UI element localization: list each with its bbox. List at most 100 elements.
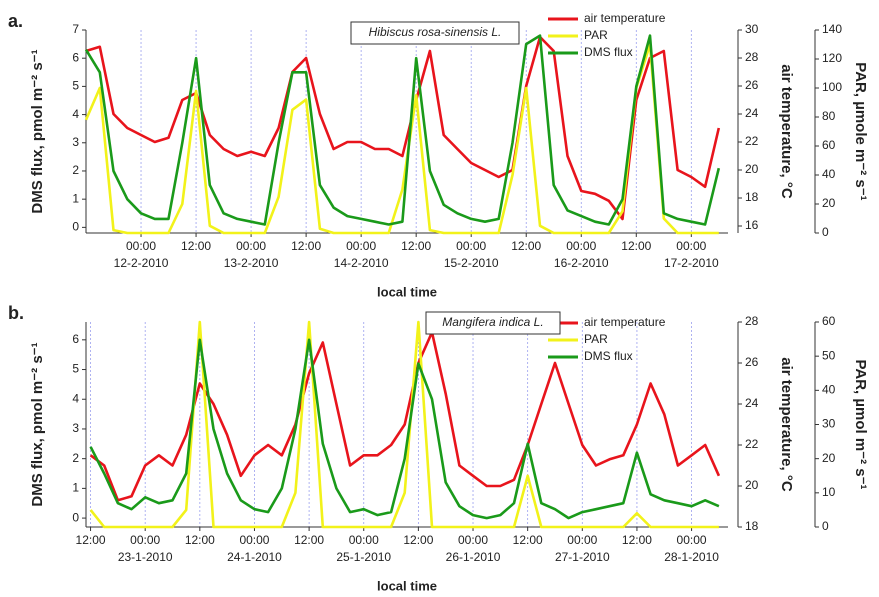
y2-tick-label: 20 <box>745 162 759 176</box>
y2-tick-label: 16 <box>745 218 759 232</box>
y3-tick-label: 0 <box>822 225 829 239</box>
x-date-label: 26-1-2010 <box>446 550 501 564</box>
series-line <box>84 43 719 235</box>
y2-tick-label: 18 <box>745 519 759 533</box>
x-axis-title: local time <box>377 284 437 299</box>
x-date-label: 27-1-2010 <box>555 550 610 564</box>
x-tick-label: 12:00 <box>403 533 433 547</box>
y-tick-label: 1 <box>72 481 79 495</box>
x-date-label: 25-1-2010 <box>336 550 391 564</box>
x-date-label: 17-2-2010 <box>664 256 719 270</box>
y3-tick-label: 100 <box>822 80 842 94</box>
x-tick-label: 00:00 <box>676 239 706 253</box>
y3-tick-label: 50 <box>822 348 836 362</box>
y3-tick-label: 20 <box>822 451 836 465</box>
y-tick-label: 1 <box>72 191 79 205</box>
y2-tick-label: 20 <box>745 478 759 492</box>
annotation-box <box>350 21 520 45</box>
y2-tick-label: 26 <box>745 355 759 369</box>
y3-axis-title: PAR, µmol m⁻² s⁻¹ <box>852 359 869 489</box>
x-tick-label: 12:00 <box>76 533 106 547</box>
y3-tick-label: 0 <box>822 519 829 533</box>
legend-label: DMS flux <box>584 45 633 59</box>
y3-tick-label: 20 <box>822 196 836 210</box>
x-tick-label: 00:00 <box>458 533 488 547</box>
y3-tick-label: 60 <box>822 138 836 152</box>
annotation: Hibiscus rosa-sinensis L. <box>369 25 502 39</box>
series-line <box>84 34 721 226</box>
legend-label: DMS flux <box>584 349 633 363</box>
legend-label: PAR <box>584 332 608 346</box>
x-tick-label: 00:00 <box>239 533 269 547</box>
y3-tick-label: 30 <box>822 417 836 431</box>
y2-tick-label: 22 <box>745 437 759 451</box>
y-tick-label: 6 <box>72 50 79 64</box>
x-tick-label: 00:00 <box>677 533 707 547</box>
x-tick-label: 12:00 <box>185 533 215 547</box>
y-tick-label: 2 <box>72 163 79 177</box>
x-tick-label: 12:00 <box>401 239 431 253</box>
x-tick-label: 12:00 <box>513 533 543 547</box>
legend-label: air temperature <box>584 315 666 329</box>
x-date-label: 13-2-2010 <box>224 256 279 270</box>
x-tick-label: 12:00 <box>622 533 652 547</box>
y3-tick-label: 120 <box>822 51 842 65</box>
y-tick-label: 6 <box>72 332 79 346</box>
y3-tick-label: 60 <box>822 314 836 328</box>
y3-axis-title: PAR, µmole m⁻² s⁻¹ <box>852 62 869 200</box>
y-tick-label: 2 <box>72 451 79 465</box>
y-tick-label: 7 <box>72 22 79 36</box>
x-tick-label: 00:00 <box>566 239 596 253</box>
y3-tick-label: 80 <box>822 109 836 123</box>
annotation-box <box>425 311 561 335</box>
x-date-label: 23-1-2010 <box>118 550 173 564</box>
x-tick-label: 12:00 <box>511 239 541 253</box>
x-tick-label: 00:00 <box>130 533 160 547</box>
y2-tick-label: 30 <box>745 22 759 36</box>
y2-tick-label: 24 <box>745 396 759 410</box>
x-tick-label: 00:00 <box>349 533 379 547</box>
y3-tick-label: 40 <box>822 383 836 397</box>
x-tick-label: 00:00 <box>126 239 156 253</box>
y-axis-title: DMS flux, pmol m⁻² s⁻¹ <box>29 49 46 213</box>
y-tick-label: 0 <box>72 220 79 234</box>
legend-label: PAR <box>584 28 608 42</box>
x-date-label: 14-2-2010 <box>334 256 389 270</box>
y-tick-label: 5 <box>72 362 79 376</box>
x-tick-label: 12:00 <box>291 239 321 253</box>
y-tick-label: 5 <box>72 79 79 93</box>
x-date-label: 12-2-2010 <box>114 256 169 270</box>
y2-tick-label: 22 <box>745 134 759 148</box>
x-tick-label: 00:00 <box>236 239 266 253</box>
x-date-label: 28-1-2010 <box>664 550 719 564</box>
y3-tick-label: 140 <box>822 22 842 36</box>
y2-axis-title: air temperature, °C <box>778 357 795 492</box>
legend-label: air temperature <box>584 11 666 25</box>
panel-label: a. <box>8 11 23 31</box>
panel-label: b. <box>8 303 24 323</box>
y2-tick-label: 26 <box>745 78 759 92</box>
y3-tick-label: 10 <box>822 485 836 499</box>
y-tick-label: 3 <box>72 135 79 149</box>
y2-tick-label: 18 <box>745 190 759 204</box>
x-tick-label: 12:00 <box>294 533 324 547</box>
x-date-label: 15-2-2010 <box>444 256 499 270</box>
x-date-label: 24-1-2010 <box>227 550 282 564</box>
x-date-label: 16-2-2010 <box>554 256 609 270</box>
y-tick-label: 0 <box>72 510 79 524</box>
y-axis-title: DMS flux, pmol m⁻² s⁻¹ <box>29 342 46 506</box>
y-tick-label: 4 <box>72 391 79 405</box>
y-tick-label: 3 <box>72 421 79 435</box>
y-tick-label: 4 <box>72 107 79 121</box>
y2-tick-label: 24 <box>745 106 759 120</box>
x-tick-label: 00:00 <box>567 533 597 547</box>
x-tick-label: 12:00 <box>181 239 211 253</box>
y2-tick-label: 28 <box>745 314 759 328</box>
x-tick-label: 00:00 <box>346 239 376 253</box>
x-axis-title: local time <box>377 578 437 593</box>
y3-tick-label: 40 <box>822 167 836 181</box>
annotation: Mangifera indica L. <box>442 315 543 329</box>
series-line <box>85 35 721 221</box>
y2-tick-label: 28 <box>745 50 759 64</box>
